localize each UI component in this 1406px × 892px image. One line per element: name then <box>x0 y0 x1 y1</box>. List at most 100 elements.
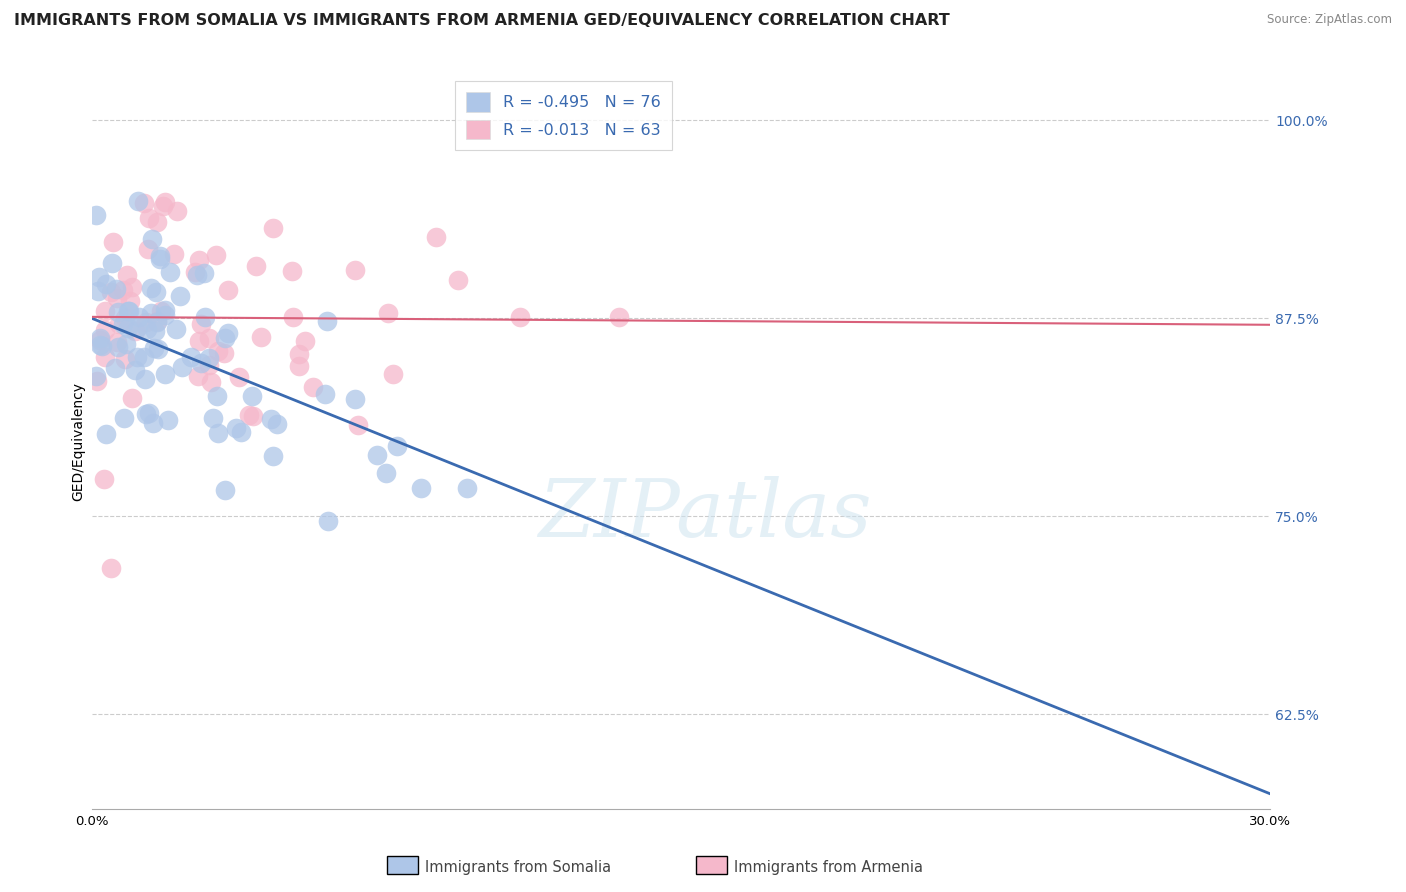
Point <box>377 306 399 320</box>
Point <box>198 331 221 345</box>
Point <box>141 281 163 295</box>
Point <box>229 425 252 439</box>
Point <box>343 392 366 407</box>
Point <box>266 417 288 432</box>
Point <box>134 350 156 364</box>
Point <box>198 351 221 365</box>
Point <box>86 284 108 298</box>
Point <box>187 334 209 348</box>
Point <box>127 320 149 334</box>
Legend: R = -0.495   N = 76, R = -0.013   N = 63: R = -0.495 N = 76, R = -0.013 N = 63 <box>454 81 672 150</box>
Point <box>343 263 366 277</box>
Point <box>152 199 174 213</box>
Point <box>135 322 157 336</box>
Point <box>104 361 127 376</box>
Point <box>387 439 409 453</box>
Point <box>316 314 339 328</box>
Point <box>112 283 135 297</box>
Point <box>217 283 239 297</box>
Point <box>288 359 311 373</box>
Point <box>120 294 142 309</box>
Point <box>149 252 172 267</box>
Point <box>242 409 264 423</box>
Point <box>135 315 157 329</box>
Point <box>89 333 111 347</box>
Point <box>163 247 186 261</box>
Point <box>205 389 228 403</box>
Point <box>288 347 311 361</box>
Point <box>190 317 212 331</box>
Text: ZIPatlas: ZIPatlas <box>537 476 872 554</box>
Point <box>121 392 143 406</box>
Point <box>180 350 202 364</box>
Point <box>96 277 118 291</box>
Point <box>302 379 325 393</box>
Point <box>262 449 284 463</box>
Point <box>202 411 225 425</box>
Point <box>262 220 284 235</box>
Point <box>347 418 370 433</box>
Point <box>172 359 194 374</box>
Point <box>193 266 215 280</box>
Point <box>146 215 169 229</box>
Point <box>128 310 150 325</box>
Point <box>84 368 107 383</box>
Point <box>138 406 160 420</box>
Point <box>447 272 470 286</box>
Point <box>121 280 143 294</box>
Point <box>124 324 146 338</box>
Text: IMMIGRANTS FROM SOMALIA VS IMMIGRANTS FROM ARMENIA GED/EQUIVALENCY CORRELATION C: IMMIGRANTS FROM SOMALIA VS IMMIGRANTS FR… <box>14 13 950 29</box>
Point <box>111 318 134 332</box>
Point <box>194 310 217 324</box>
Point <box>283 310 305 324</box>
Point <box>228 370 250 384</box>
Point <box>198 358 221 372</box>
Point <box>134 372 156 386</box>
Point <box>214 483 236 497</box>
Point <box>166 204 188 219</box>
Point <box>89 331 111 345</box>
Point <box>117 304 139 318</box>
Point <box>183 265 205 279</box>
Point <box>375 466 398 480</box>
Point <box>212 346 235 360</box>
Point <box>84 208 107 222</box>
Point <box>207 425 229 440</box>
Point <box>509 310 531 325</box>
Point <box>205 248 228 262</box>
Point <box>316 514 339 528</box>
Point <box>146 315 169 329</box>
Point <box>245 259 267 273</box>
Point <box>366 448 388 462</box>
Point <box>425 229 447 244</box>
Point <box>94 322 117 336</box>
Point <box>238 408 260 422</box>
Point <box>112 411 135 425</box>
Point <box>117 320 139 334</box>
Point <box>93 472 115 486</box>
Point <box>114 336 136 351</box>
Point <box>87 269 110 284</box>
Point <box>153 367 176 381</box>
Point <box>187 368 209 383</box>
Point <box>148 342 170 356</box>
Point <box>104 281 127 295</box>
Point <box>607 310 630 324</box>
Point <box>105 335 128 350</box>
Point <box>132 195 155 210</box>
Point <box>157 413 180 427</box>
Point <box>200 375 222 389</box>
Text: Immigrants from Armenia: Immigrants from Armenia <box>734 860 922 874</box>
Point <box>240 389 263 403</box>
Point <box>165 321 187 335</box>
Point <box>114 310 136 325</box>
Point <box>187 253 209 268</box>
Point <box>135 408 157 422</box>
Point <box>89 337 111 351</box>
Point <box>409 481 432 495</box>
Y-axis label: GED/Equivalency: GED/Equivalency <box>72 382 86 500</box>
Point <box>142 417 165 431</box>
Point <box>260 412 283 426</box>
Point <box>100 256 122 270</box>
Point <box>314 387 336 401</box>
